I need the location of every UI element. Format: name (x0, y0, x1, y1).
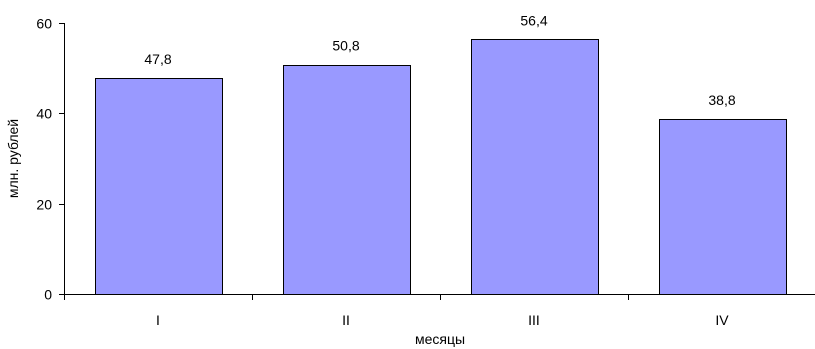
x-tick-label: III (528, 312, 540, 328)
bar-value-label: 50,8 (332, 38, 359, 54)
bar-I (95, 78, 223, 295)
bar-value-label: 47,8 (144, 51, 171, 67)
y-ticks-group: 0 20 40 60 (36, 16, 64, 303)
bar-III (471, 39, 599, 295)
data-labels-group: 47,8 50,8 56,4 38,8 (144, 12, 735, 107)
bar-IV (659, 119, 787, 295)
bars-group (95, 39, 787, 295)
x-tick-label: I (156, 312, 160, 328)
y-tick-label: 40 (36, 106, 52, 122)
x-ticks-group: I II III IV (64, 294, 729, 328)
bar-value-label: 38,8 (708, 92, 735, 108)
y-tick-label: 60 (36, 16, 52, 32)
x-axis-label: месяцы (415, 331, 465, 347)
x-tick-label: II (342, 312, 350, 328)
bar-II (283, 65, 411, 295)
bar-value-label: 56,4 (520, 12, 547, 28)
y-tick-label: 0 (44, 287, 52, 303)
y-tick-label: 20 (36, 197, 52, 213)
axes-group (64, 23, 815, 295)
y-axis-label: млн. рублей (5, 119, 21, 198)
x-tick-label: IV (715, 312, 729, 328)
